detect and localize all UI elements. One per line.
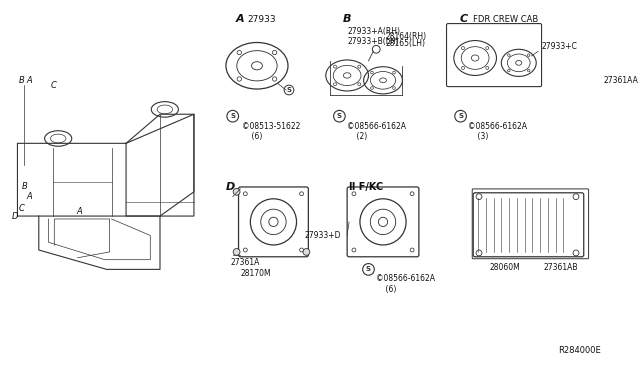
Text: ©08566-6162A
    (3): ©08566-6162A (3) — [468, 122, 527, 141]
Text: 27933: 27933 — [248, 15, 276, 24]
Text: B: B — [21, 183, 27, 192]
Text: A: A — [236, 14, 244, 24]
Text: C: C — [19, 204, 24, 213]
Circle shape — [352, 248, 356, 252]
Text: 28165(LH): 28165(LH) — [386, 39, 426, 48]
Circle shape — [333, 65, 337, 68]
Text: D: D — [226, 182, 236, 192]
Text: ©08513-51622
    (6): ©08513-51622 (6) — [243, 122, 301, 141]
Circle shape — [410, 248, 414, 252]
Text: B: B — [19, 76, 24, 85]
Circle shape — [243, 192, 247, 196]
Text: 28170M: 28170M — [241, 269, 271, 278]
Circle shape — [237, 77, 241, 81]
Text: FDR CREW CAB: FDR CREW CAB — [473, 15, 538, 24]
Circle shape — [358, 65, 361, 68]
Circle shape — [273, 50, 276, 55]
Circle shape — [527, 69, 530, 72]
Circle shape — [243, 248, 247, 252]
Circle shape — [273, 77, 276, 81]
Text: 27361AA: 27361AA — [603, 76, 638, 85]
Circle shape — [393, 71, 396, 74]
Circle shape — [508, 54, 510, 56]
Circle shape — [303, 248, 310, 255]
Text: R284000E: R284000E — [559, 346, 601, 355]
Circle shape — [233, 248, 240, 255]
Text: 27933+C: 27933+C — [541, 42, 577, 51]
Text: B: B — [343, 14, 351, 24]
Text: 27933+A(RH)
27933+B(LH): 27933+A(RH) 27933+B(LH) — [347, 27, 400, 46]
Circle shape — [393, 87, 396, 89]
Circle shape — [333, 83, 337, 86]
Text: S: S — [337, 113, 342, 119]
Text: 28164(RH): 28164(RH) — [386, 32, 427, 41]
Text: ©08566-6162A
    (2): ©08566-6162A (2) — [347, 122, 406, 141]
Circle shape — [410, 192, 414, 196]
Circle shape — [233, 189, 240, 195]
Text: D: D — [12, 212, 19, 221]
Text: 27361A: 27361A — [231, 258, 260, 267]
Text: C: C — [460, 14, 468, 24]
Text: S: S — [366, 266, 371, 272]
Circle shape — [300, 192, 303, 196]
Circle shape — [461, 67, 465, 70]
Text: Ⅱ F/KC: Ⅱ F/KC — [349, 182, 383, 192]
Circle shape — [461, 46, 465, 49]
Text: 28060M: 28060M — [490, 263, 520, 272]
Text: ©08566-6162A
    (6): ©08566-6162A (6) — [376, 274, 435, 294]
Circle shape — [371, 87, 373, 89]
Text: A: A — [26, 192, 32, 201]
Text: A: A — [26, 76, 32, 85]
Circle shape — [371, 71, 373, 74]
Text: 27361AB: 27361AB — [543, 263, 577, 272]
Text: 27933+D: 27933+D — [305, 231, 341, 240]
Circle shape — [573, 250, 579, 256]
Circle shape — [476, 250, 482, 256]
Text: S: S — [230, 113, 236, 119]
Circle shape — [486, 67, 489, 70]
Circle shape — [486, 46, 489, 49]
Circle shape — [527, 54, 530, 56]
Circle shape — [358, 83, 361, 86]
Circle shape — [508, 69, 510, 72]
Circle shape — [476, 194, 482, 199]
Text: S: S — [287, 87, 291, 93]
Text: A: A — [77, 207, 83, 216]
Circle shape — [300, 248, 303, 252]
Circle shape — [237, 50, 241, 55]
Text: C: C — [51, 81, 56, 90]
Circle shape — [352, 192, 356, 196]
Text: S: S — [458, 113, 463, 119]
Circle shape — [573, 194, 579, 199]
